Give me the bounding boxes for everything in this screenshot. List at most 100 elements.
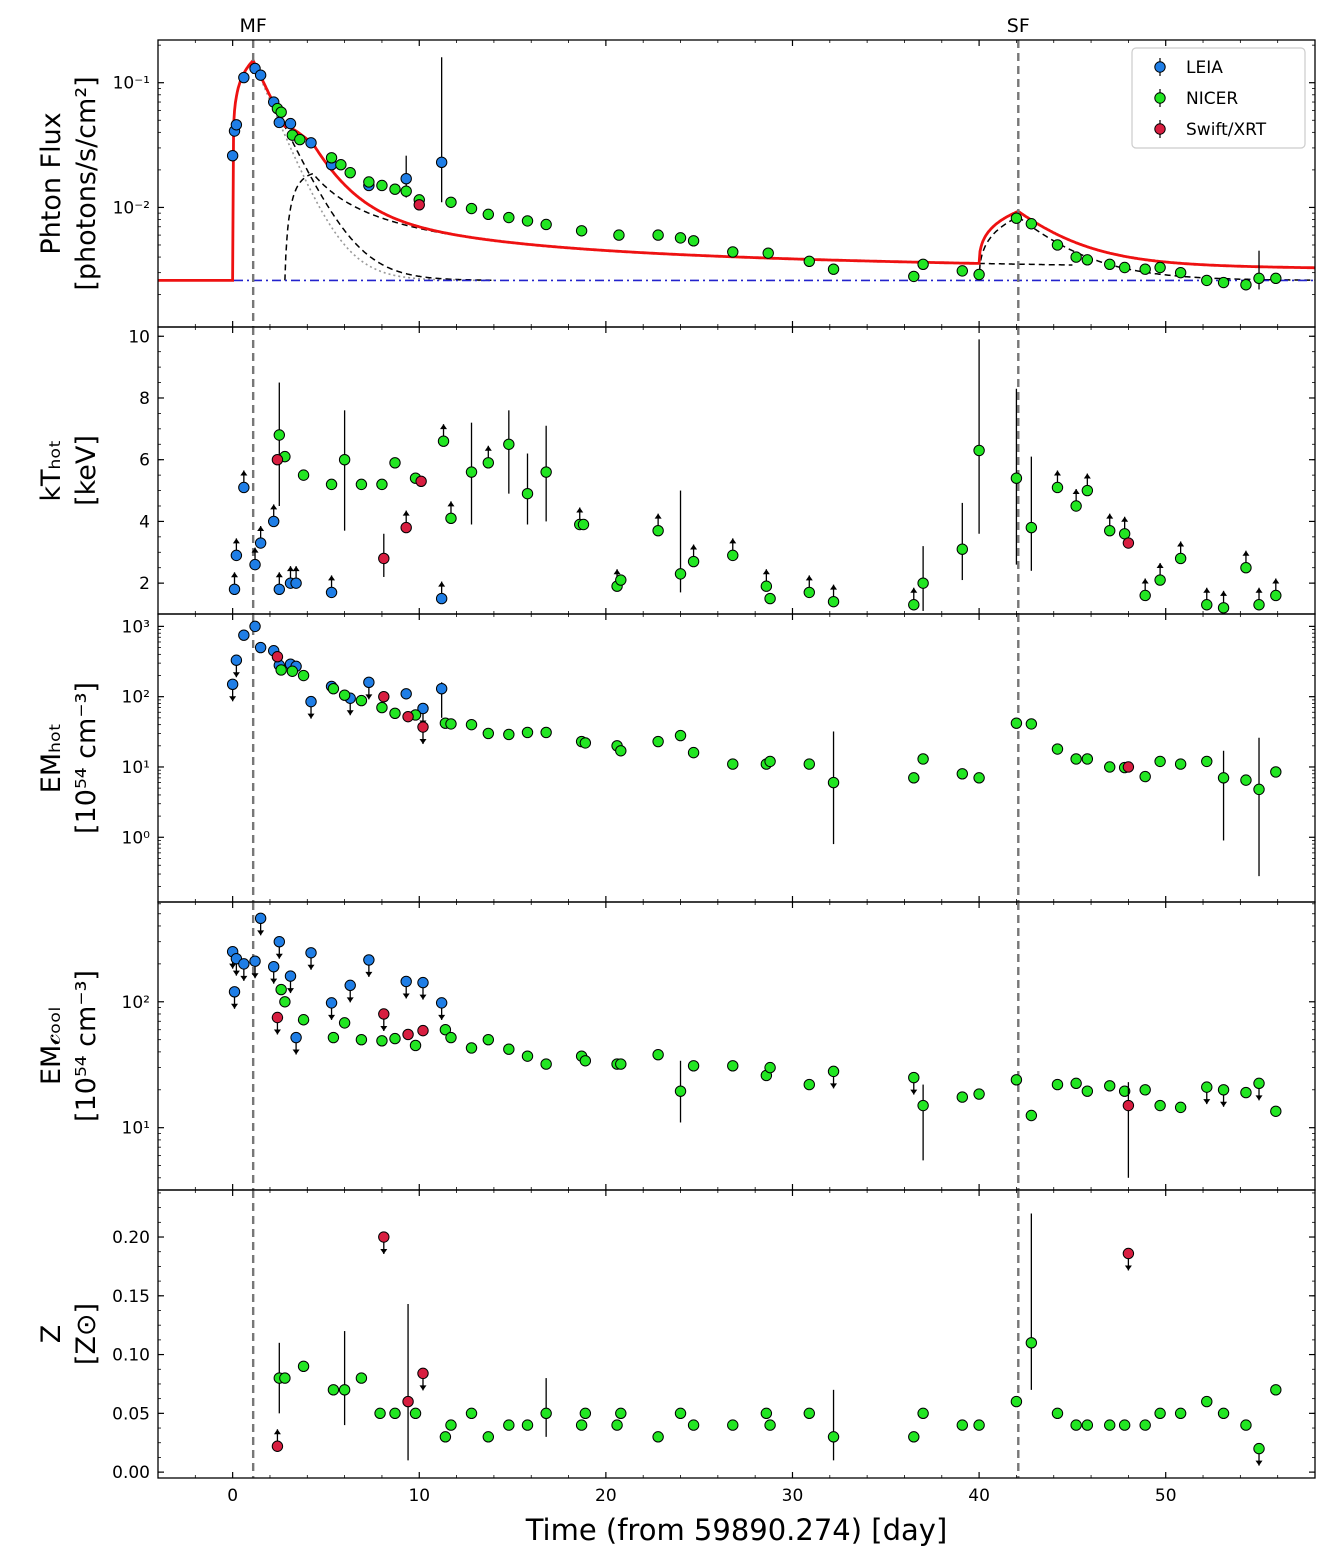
y-axis-label-line: kTₕₒₜ: [36, 439, 67, 501]
data-point-leia: [363, 954, 375, 966]
data-point-nicer: [652, 229, 664, 241]
data-point-nicer: [1010, 717, 1023, 729]
data-point-swift-xrt: [402, 710, 414, 723]
data-point-leia: [228, 986, 241, 998]
data-point-nicer: [503, 1043, 515, 1055]
data-point-nicer: [1174, 1407, 1187, 1420]
data-point-nicer: [1025, 1337, 1038, 1349]
limit-arrow-head: [402, 993, 410, 999]
data-point-nicer: [1154, 1407, 1166, 1420]
limit-arrow-head: [273, 1029, 281, 1035]
limit-arrow-head: [805, 575, 813, 581]
data-point-leia: [238, 71, 250, 84]
limit-arrow-head: [231, 572, 239, 578]
data-point-leia: [290, 1031, 302, 1044]
data-point-nicer: [1270, 1105, 1282, 1117]
x-tick-label: 50: [1155, 1486, 1177, 1506]
data-point-nicer: [1217, 602, 1230, 614]
data-point-nicer: [1201, 755, 1213, 768]
data-point-nicer: [908, 1431, 920, 1443]
x-tick-label: 20: [595, 1486, 617, 1506]
data-point-swift-xrt: [415, 475, 427, 488]
data-point-nicer: [1025, 1109, 1038, 1122]
data-point-nicer: [956, 1091, 969, 1103]
limit-arrow-head: [1083, 473, 1091, 479]
data-point-nicer: [1070, 1077, 1082, 1090]
data-point-nicer: [1201, 1395, 1213, 1408]
limit-arrow-head: [270, 504, 278, 510]
data-point-nicer: [327, 682, 340, 695]
data-point-nicer: [827, 776, 840, 789]
data-point-nicer: [973, 268, 985, 281]
data-point-nicer: [338, 453, 351, 466]
data-point-leia: [268, 515, 280, 528]
data-point-nicer: [465, 466, 478, 478]
data-point-nicer: [1174, 758, 1187, 770]
limit-arrow-head: [1121, 516, 1129, 522]
limit-arrow-head: [365, 694, 373, 700]
data-point-nicer: [1139, 1419, 1151, 1431]
data-point-nicer: [325, 478, 338, 491]
limit-arrow-head: [232, 538, 240, 544]
data-point-nicer: [1154, 261, 1166, 274]
data-point-leia: [249, 620, 261, 633]
data-point-nicer: [674, 1407, 687, 1420]
data-point-nicer: [803, 758, 815, 770]
limit-arrow-head: [1203, 1099, 1211, 1105]
data-point-leia: [325, 997, 338, 1009]
limit-arrow-head: [576, 507, 584, 513]
data-point-nicer: [355, 1372, 368, 1384]
data-point-nicer: [1139, 589, 1151, 602]
data-point-nicer: [1104, 258, 1116, 271]
limit-arrow-head: [440, 424, 448, 430]
data-point-swift-xrt: [417, 1024, 429, 1037]
y-axis-label: EMₕₒₜ [10⁵⁴ cm⁻³]: [36, 682, 102, 834]
data-point-nicer: [803, 586, 815, 599]
limit-arrow-head: [273, 1429, 281, 1435]
data-point-nicer: [1253, 783, 1265, 796]
data-point-nicer: [1070, 1419, 1082, 1431]
y-tick-label: 10³: [122, 617, 150, 637]
data-point-nicer: [687, 555, 700, 568]
data-point-nicer: [917, 258, 929, 271]
data-point-nicer: [294, 133, 306, 146]
data-point-nicer: [1081, 484, 1094, 497]
data-point-nicer: [917, 577, 929, 589]
limit-arrow-head: [419, 1385, 427, 1391]
x-tick-label: 10: [408, 1486, 430, 1506]
data-point-swift-xrt: [402, 1395, 414, 1408]
data-point-nicer: [1217, 1084, 1230, 1096]
data-point-nicer: [1201, 274, 1213, 287]
data-point-nicer: [1253, 1077, 1265, 1090]
data-point-nicer: [521, 726, 534, 739]
data-point-nicer: [1051, 1407, 1064, 1420]
plot-area: [158, 40, 1315, 327]
limit-arrow-head: [1203, 587, 1211, 593]
data-point-nicer: [1081, 753, 1094, 765]
limit-arrow-head: [240, 975, 248, 981]
data-point-nicer: [652, 1048, 664, 1061]
data-point-nicer: [827, 595, 840, 608]
data-point-swift-xrt: [378, 1008, 390, 1020]
data-point-nicer: [521, 1419, 534, 1431]
data-point-nicer: [575, 225, 588, 237]
data-point-nicer: [1217, 276, 1230, 289]
y-tick-label: 4: [139, 512, 150, 532]
data-point-nicer: [376, 478, 388, 491]
legend-marker: [1154, 61, 1166, 73]
y-axis-label-line: Phton Flux: [36, 112, 67, 254]
x-tick-label: 0: [227, 1486, 238, 1506]
y-tick-label: 0.10: [112, 1346, 150, 1366]
data-point-nicer: [1253, 1442, 1265, 1455]
data-point-nicer: [577, 518, 590, 531]
data-point-swift-xrt: [1122, 761, 1135, 773]
data-point-nicer: [482, 1033, 495, 1046]
limit-arrow-head: [240, 470, 248, 476]
data-point-leia: [284, 970, 297, 982]
data-point-nicer: [579, 737, 592, 749]
data-point-nicer: [445, 718, 457, 730]
data-point-nicer: [973, 772, 985, 784]
limit-arrow-head: [229, 696, 237, 702]
limit-arrow-head: [257, 526, 265, 532]
data-point-leia: [273, 116, 285, 129]
